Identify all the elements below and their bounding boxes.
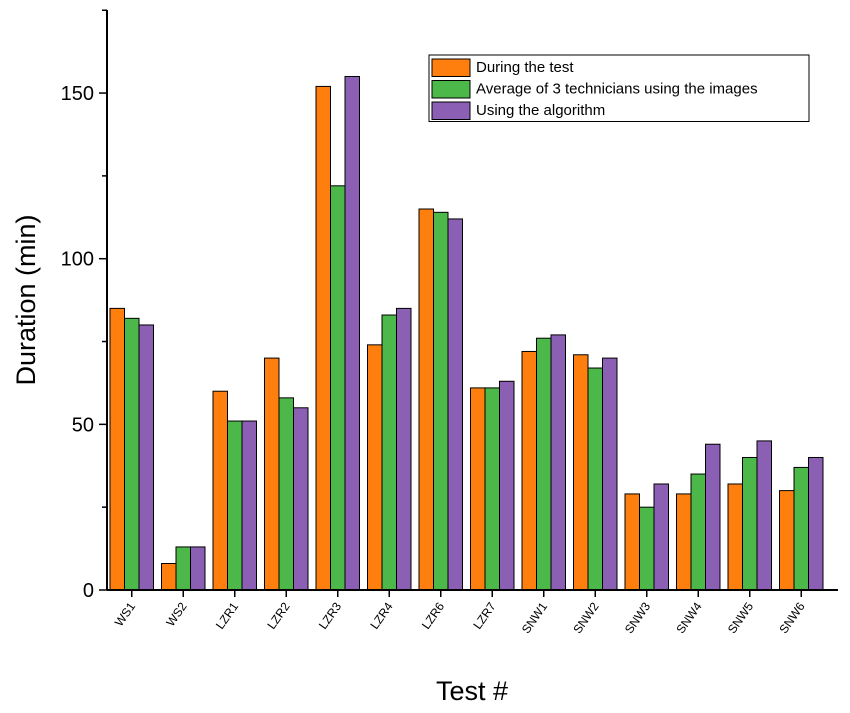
x-axis-title: Test # [436,676,508,706]
bar-LZR2-series-3 [293,407,309,591]
bar-SNW1-series-3 [550,334,566,591]
bar-SNW5-series-3 [756,440,772,591]
x-tick-label: LZR3 [316,599,344,631]
x-tick-label: WS2 [163,599,190,629]
legend-swatch-series-1 [431,58,471,77]
bar-WS2-series-3 [190,546,206,591]
bar-WS1-series-1 [109,307,125,591]
bar-SNW5-series-1 [727,483,743,591]
y-tick-label: 100 [61,249,94,271]
y-axis-title: Duration (min) [11,214,41,385]
legend-swatch-series-2 [431,80,471,99]
bar-WS2-series-1 [161,563,177,591]
bar-WS1-series-2 [124,317,140,591]
y-tick-label: 50 [72,414,94,436]
bar-LZR2-series-2 [278,397,294,591]
bar-SNW6-series-1 [779,490,795,591]
bar-LZR6-series-3 [447,218,463,591]
bar-LZR3-series-2 [330,185,346,591]
x-tick-label: WS1 [112,599,139,629]
x-tick-label: LZR6 [419,599,447,631]
legend-label-series-3: Using the algorithm [476,102,605,119]
bars-layer [109,75,824,591]
x-tick-label: LZR7 [470,599,498,631]
legend-label-series-1: During the test [476,59,574,76]
bar-LZR1-series-1 [212,390,228,591]
bar-LZR4-series-3 [396,307,412,591]
bar-SNW5-series-2 [742,456,758,591]
x-tick-label: SNW2 [570,599,602,636]
bar-SNW3-series-2 [639,506,655,591]
x-tick-label: SNW1 [519,599,551,636]
bar-LZR1-series-3 [241,420,257,591]
bar-LZR6-series-2 [433,211,449,591]
bar-SNW3-series-1 [624,493,640,591]
x-tick-label: SNW4 [673,599,705,636]
x-tick-label: LZR2 [264,599,292,631]
bar-SNW6-series-2 [793,466,809,591]
y-tick-label: 150 [61,83,94,105]
legend-label-series-2: Average of 3 technicians using the image… [476,81,758,98]
x-tick-label: LZR1 [213,599,241,631]
bar-SNW6-series-3 [808,456,824,591]
bar-LZR7-series-1 [470,387,486,591]
bar-LZR6-series-1 [418,208,434,591]
bar-LZR4-series-2 [381,314,397,591]
x-tick-label: SNW5 [725,599,757,636]
bar-WS2-series-2 [175,546,191,591]
bar-SNW4-series-1 [676,493,692,591]
bar-SNW4-series-3 [705,443,721,591]
bar-LZR2-series-1 [264,357,280,591]
x-tick-label: LZR4 [367,599,395,631]
bar-SNW2-series-3 [602,357,618,591]
legend-swatch-series-3 [431,101,471,120]
legend: During the test Average of 3 technicians … [428,54,810,122]
x-tick-label: SNW6 [776,599,808,636]
bar-SNW1-series-2 [536,337,552,591]
bar-LZR1-series-2 [227,420,243,591]
y-tick-label: 0 [83,580,94,602]
bar-SNW2-series-1 [573,354,589,591]
bar-SNW4-series-2 [690,473,706,591]
legend-box [428,54,810,122]
bar-SNW3-series-3 [653,483,669,591]
bar-LZR3-series-3 [344,75,360,591]
bar-LZR4-series-1 [367,344,383,591]
bar-LZR7-series-3 [499,380,515,591]
x-tick-label: SNW3 [622,599,654,636]
bar-SNW1-series-1 [521,350,537,591]
bar-LZR3-series-1 [315,85,331,591]
bar-SNW2-series-2 [587,367,603,591]
bar-WS1-series-3 [138,324,154,591]
bar-LZR7-series-2 [484,387,500,591]
